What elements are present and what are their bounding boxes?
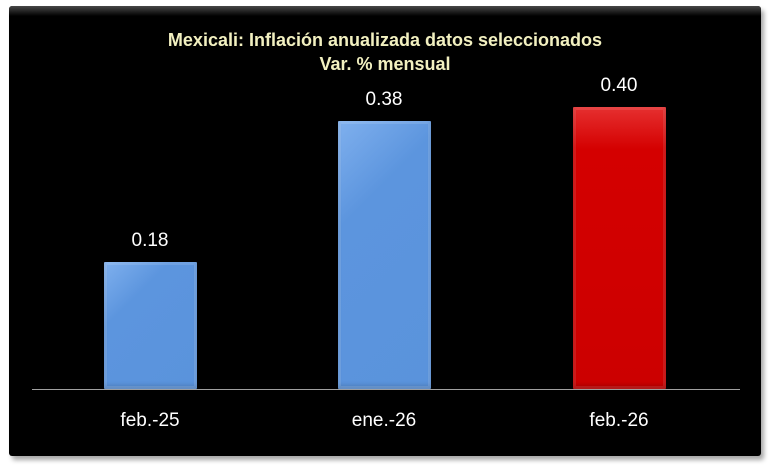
data-label: 0.18 — [131, 230, 169, 251]
bar-feb-26 — [572, 107, 666, 389]
bar-ene-26 — [337, 121, 431, 389]
x-axis-line — [32, 389, 740, 390]
chart-title-line1: Mexicali: Inflación anualizada datos sel… — [167, 30, 603, 50]
x-tick-label: ene.-26 — [351, 410, 417, 431]
chart-title: Mexicali: Inflación anualizada datos sel… — [9, 28, 761, 76]
bar-feb-25 — [103, 262, 197, 389]
data-label: 0.38 — [365, 89, 403, 110]
x-tick-label: feb.-25 — [120, 410, 180, 431]
chart-subtitle: Var. % mensual — [319, 54, 451, 74]
data-label: 0.40 — [600, 75, 638, 96]
x-tick-label: feb.-26 — [589, 410, 649, 431]
